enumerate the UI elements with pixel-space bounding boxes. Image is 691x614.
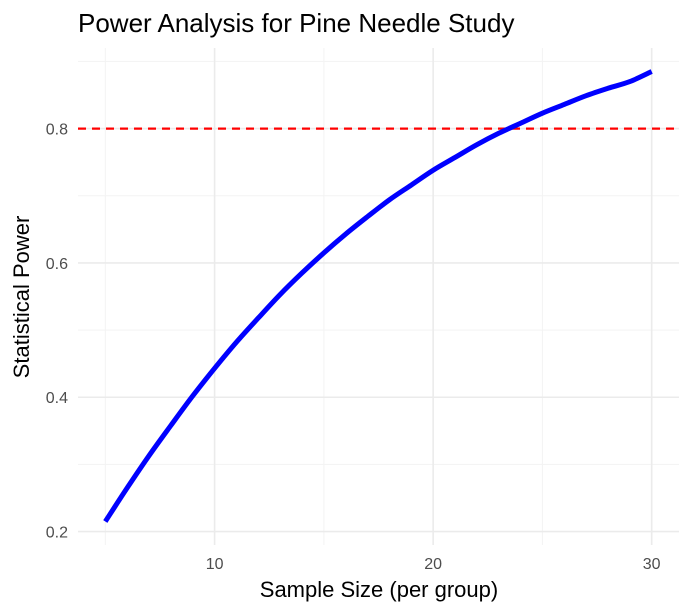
y-axis-title: Statistical Power bbox=[9, 216, 34, 379]
y-tick-label: 0.2 bbox=[46, 525, 68, 542]
y-tick-label: 0.4 bbox=[46, 390, 68, 407]
y-tick-label: 0.6 bbox=[46, 256, 68, 273]
grid bbox=[78, 48, 679, 545]
x-tick-label: 10 bbox=[206, 556, 224, 573]
y-tick-label: 0.8 bbox=[46, 122, 68, 139]
x-tick-label: 30 bbox=[643, 556, 661, 573]
x-tick-label: 20 bbox=[424, 556, 442, 573]
power-curve-line bbox=[103, 69, 653, 523]
series-layer bbox=[103, 69, 653, 523]
x-axis-title: Sample Size (per group) bbox=[260, 577, 498, 602]
tick-labels: 10 20 30 0.2 0.4 0.6 0.8 bbox=[46, 122, 661, 573]
chart-title: Power Analysis for Pine Needle Study bbox=[78, 8, 514, 38]
